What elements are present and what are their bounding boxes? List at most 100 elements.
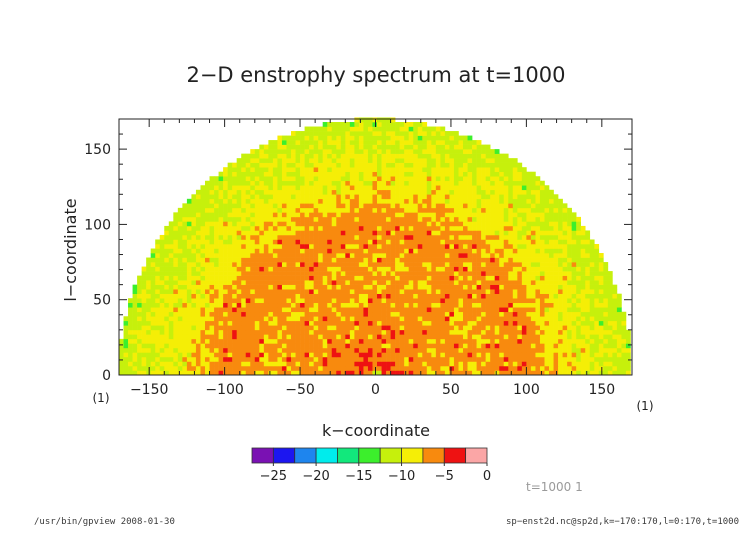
heatmap-cell xyxy=(494,338,500,344)
heatmap-cell xyxy=(481,203,486,209)
heatmap-cell xyxy=(458,176,464,182)
heatmap-cell xyxy=(490,185,495,191)
heatmap-cell xyxy=(395,194,400,200)
heatmap-cell xyxy=(440,370,446,376)
heatmap-cell xyxy=(195,194,201,200)
heatmap-cell xyxy=(263,162,269,168)
heatmap-cell xyxy=(295,289,301,294)
heatmap-cell xyxy=(309,298,314,304)
heatmap-cell xyxy=(223,194,228,200)
heatmap-cell xyxy=(549,343,554,349)
heatmap-cell xyxy=(476,316,482,322)
heatmap-cell xyxy=(358,338,364,344)
heatmap-cell xyxy=(612,302,618,308)
heatmap-cell xyxy=(336,302,342,308)
heatmap-cell xyxy=(535,248,541,254)
heatmap-cell xyxy=(549,293,554,299)
heatmap-cell xyxy=(159,248,165,254)
heatmap-cell xyxy=(594,262,600,267)
heatmap-cell xyxy=(363,257,369,263)
heatmap-cell xyxy=(367,225,373,231)
heatmap-cell xyxy=(349,176,355,182)
heatmap-cell xyxy=(263,307,269,313)
heatmap-cell xyxy=(349,203,355,209)
heatmap-cell xyxy=(372,370,378,376)
heatmap-cell xyxy=(195,325,201,331)
heatmap-cell xyxy=(417,131,423,136)
heatmap-cell xyxy=(173,352,179,358)
heatmap-cell xyxy=(576,275,581,281)
heatmap-cell xyxy=(367,361,373,367)
heatmap-cell xyxy=(508,162,514,168)
heatmap-cell xyxy=(336,338,342,344)
heatmap-cell xyxy=(291,243,296,249)
heatmap-cell xyxy=(268,207,274,213)
heatmap-cell xyxy=(205,185,210,191)
heatmap-cell xyxy=(200,370,206,376)
heatmap-cell xyxy=(512,320,518,326)
heatmap-cell xyxy=(291,325,296,331)
heatmap-cell xyxy=(512,311,518,317)
heatmap-cell xyxy=(449,289,455,294)
heatmap-cell xyxy=(277,198,283,204)
heatmap-cell xyxy=(336,280,342,285)
heatmap-cell xyxy=(281,311,287,317)
heatmap-cell xyxy=(186,212,192,218)
heatmap-cell xyxy=(476,311,482,317)
heatmap-cell xyxy=(232,216,237,222)
heatmap-cell xyxy=(449,131,455,136)
heatmap-cell xyxy=(309,239,314,245)
heatmap-cell xyxy=(367,216,373,222)
heatmap-cell xyxy=(263,243,269,249)
heatmap-cell xyxy=(182,257,188,263)
heatmap-cell xyxy=(467,365,473,371)
heatmap-cell xyxy=(146,334,151,340)
heatmap-cell xyxy=(485,149,491,154)
heatmap-cell xyxy=(458,329,464,335)
heatmap-cell xyxy=(291,216,296,222)
heatmap-cell xyxy=(553,293,559,299)
heatmap-cell xyxy=(173,262,179,267)
heatmap-cell xyxy=(322,298,328,304)
heatmap-cell xyxy=(318,230,323,236)
heatmap-cell xyxy=(426,225,432,231)
heatmap-cell xyxy=(503,221,509,227)
heatmap-cell xyxy=(404,302,409,308)
heatmap-cell xyxy=(300,307,305,313)
heatmap-cell xyxy=(241,158,247,163)
heatmap-cell xyxy=(327,158,333,163)
heatmap-cell xyxy=(223,302,228,308)
heatmap-cell xyxy=(300,361,305,367)
heatmap-cell xyxy=(295,131,301,136)
heatmap-cell xyxy=(254,320,260,326)
heatmap-cell xyxy=(331,338,337,344)
heatmap-cell xyxy=(349,289,355,294)
heatmap-cell xyxy=(512,176,518,182)
heatmap-cell xyxy=(245,239,251,245)
heatmap-cell xyxy=(453,135,459,141)
heatmap-cell xyxy=(209,311,215,317)
heatmap-cell xyxy=(399,189,405,195)
heatmap-cell xyxy=(431,361,437,367)
heatmap-cell xyxy=(205,180,210,186)
heatmap-cell xyxy=(191,302,197,308)
heatmap-cell xyxy=(417,194,423,200)
heatmap-cell xyxy=(300,271,305,276)
heatmap-cell xyxy=(363,271,369,276)
heatmap-cell xyxy=(399,131,405,136)
heatmap-cell xyxy=(245,320,251,326)
heatmap-cell xyxy=(295,307,301,313)
heatmap-cell xyxy=(508,302,514,308)
heatmap-cell xyxy=(585,307,591,313)
heatmap-cell xyxy=(331,311,337,317)
heatmap-cell xyxy=(404,234,409,240)
heatmap-cell xyxy=(318,289,323,294)
heatmap-cell xyxy=(340,158,346,163)
heatmap-cell xyxy=(553,194,559,200)
heatmap-cell xyxy=(209,271,215,276)
heatmap-cell xyxy=(381,144,387,150)
heatmap-cell xyxy=(386,167,391,173)
heatmap-cell xyxy=(435,320,441,326)
heatmap-cell xyxy=(585,253,591,258)
heatmap-cell xyxy=(300,275,305,281)
